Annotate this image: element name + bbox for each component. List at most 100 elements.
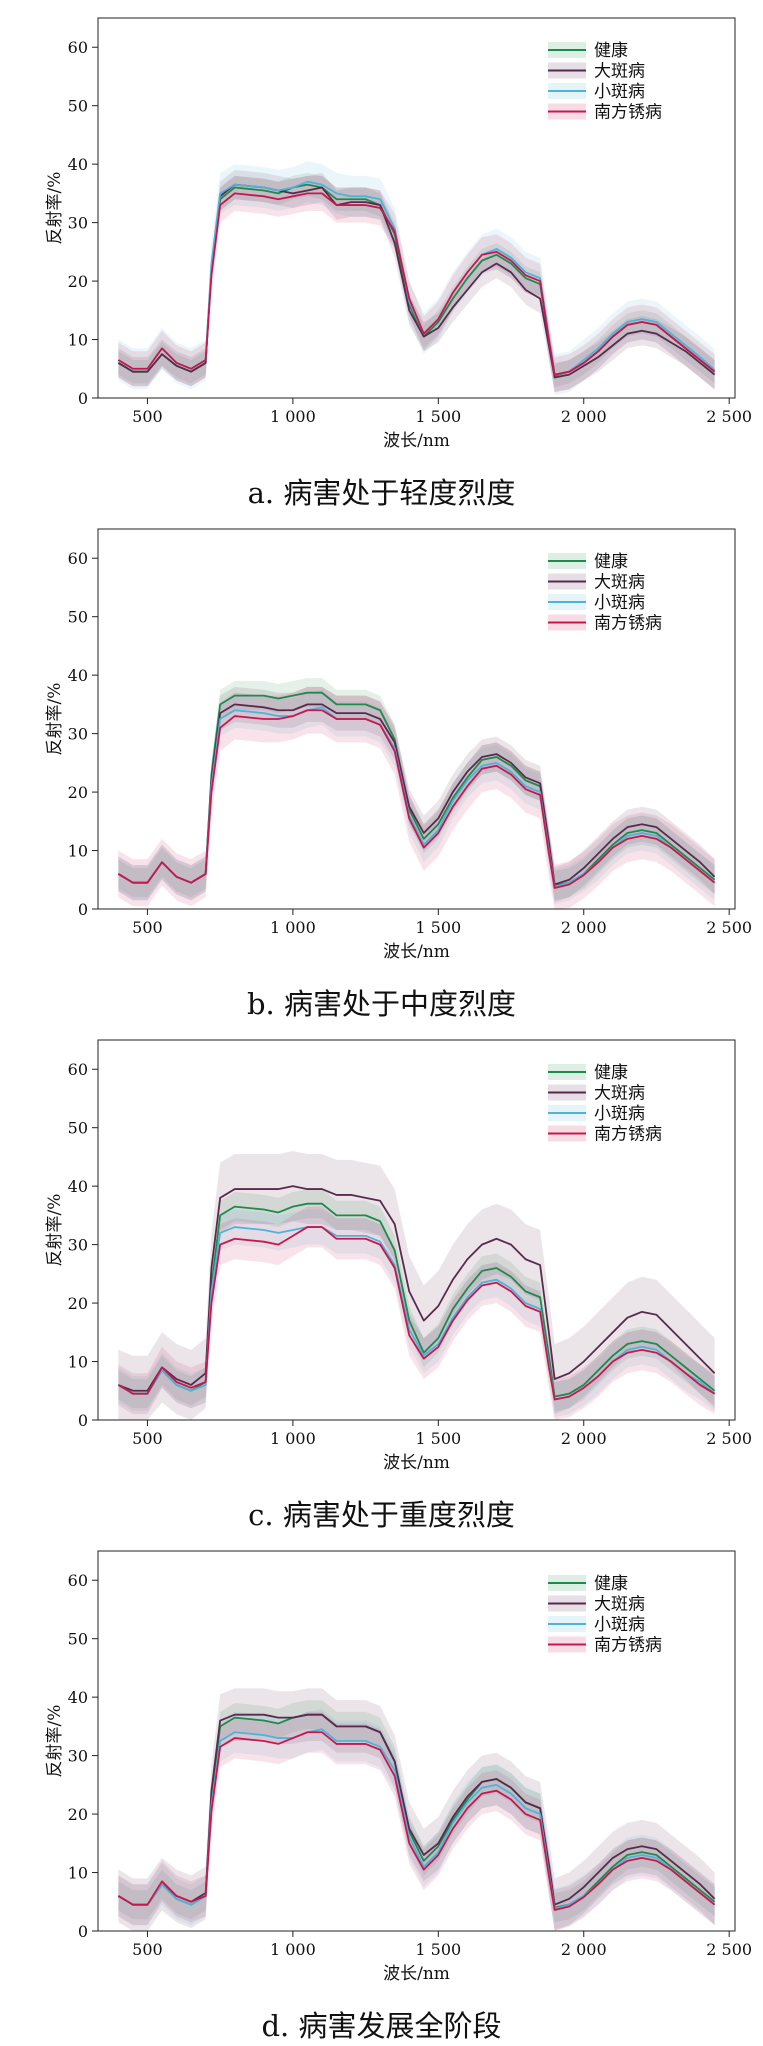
legend-label-healthy: 健康 [594, 1063, 628, 1083]
chart-svg-d: 0 10 20 30 40 50 60 500 1 000 1 500 2 000 2 500 波长/n… [45, 1550, 752, 1984]
x-tick-label: 1 000 [270, 407, 316, 426]
legend-label-large_spot: 大斑病 [594, 1595, 645, 1615]
plot-area-b [117, 678, 716, 909]
y-tick-label: 30 [68, 1747, 88, 1766]
y-tick-label: 50 [68, 1119, 88, 1138]
y-tick-label: 30 [68, 214, 88, 233]
x-tick-label: 500 [132, 1940, 163, 1959]
y-tick-label: 0 [78, 1922, 88, 1941]
y-axis-label: 反射率/% [45, 172, 65, 245]
y-axis-label: 反射率/% [45, 1705, 65, 1778]
band-large_spot [118, 170, 715, 393]
legend-label-small_spot: 小斑病 [594, 593, 645, 613]
chart-panel-c: 0 10 20 30 40 50 60 500 1 000 1 500 2 000 2 500 波长/n… [0, 1022, 763, 1533]
x-tick-label: 1 500 [415, 1940, 461, 1959]
y-tick-label: 30 [68, 1236, 88, 1255]
y-tick-label: 10 [68, 331, 88, 350]
y-axis-label: 反射率/% [45, 1194, 65, 1267]
band-small_spot [118, 689, 715, 905]
x-tick-label: 2 500 [706, 407, 752, 426]
band-large_spot [118, 686, 715, 902]
y-tick-label: 10 [68, 842, 88, 861]
plot-frame-a [97, 17, 736, 399]
y-tick-label: 50 [68, 608, 88, 627]
x-tick-label: 2 000 [561, 407, 607, 426]
x-tick-label: 2 500 [706, 1940, 752, 1959]
y-tick-label: 40 [68, 1177, 88, 1196]
band-small_spot [118, 161, 715, 396]
legend-label-large_spot: 大斑病 [594, 573, 645, 593]
plot-frame-b [97, 528, 736, 910]
band-rust [118, 1206, 715, 1420]
band-large_spot [118, 1688, 715, 1931]
x-tick-label: 2 500 [706, 918, 752, 937]
band-rust [118, 175, 715, 393]
x-tick-label: 2 500 [706, 1429, 752, 1448]
band-small_spot [118, 1209, 715, 1418]
band-small_spot [118, 1708, 715, 1930]
x-tick-label: 500 [132, 407, 163, 426]
y-tick-label: 0 [78, 389, 88, 408]
legend-label-healthy: 健康 [594, 1574, 628, 1594]
x-tick-label: 1 000 [270, 918, 316, 937]
chart-panel-b: 0 10 20 30 40 50 60 500 1 000 1 500 2 000 2 500 波长/n… [0, 511, 763, 1022]
x-tick-label: 500 [132, 1429, 163, 1448]
legend-label-healthy: 健康 [594, 41, 628, 61]
y-tick-label: 60 [68, 1060, 88, 1079]
y-tick-label: 20 [68, 1294, 88, 1313]
plot-area-a [117, 161, 716, 396]
x-tick-label: 2 000 [561, 1940, 607, 1959]
y-tick-label: 50 [68, 1630, 88, 1649]
plot-frame-d [97, 1550, 736, 1932]
y-tick-label: 0 [78, 900, 88, 919]
series-line-large_spot [117, 1713, 716, 1906]
band-rust [118, 1711, 715, 1931]
legend-label-large_spot: 大斑病 [594, 1084, 645, 1104]
y-tick-label: 60 [68, 1571, 88, 1590]
x-axis-label: 波长/nm [383, 431, 450, 451]
plot-area-d [117, 1688, 716, 1931]
plot-frame-c [97, 1039, 736, 1421]
legend-label-large_spot: 大斑病 [594, 62, 645, 82]
chart-svg-b: 0 10 20 30 40 50 60 500 1 000 1 500 2 000 2 500 波长/n… [45, 528, 752, 962]
chart-panel-a: 0 10 20 30 40 50 60 500 1 000 1 500 2 000 2 500 波长/n… [0, 0, 763, 511]
y-tick-label: 20 [68, 783, 88, 802]
caption-b: b. 病害处于中度烈度 [246, 987, 516, 1021]
series-line-rust [117, 1226, 716, 1401]
series-line-rust [117, 709, 716, 889]
y-tick-label: 20 [68, 1805, 88, 1824]
legend-label-small_spot: 小斑病 [594, 1104, 645, 1124]
x-tick-label: 1 000 [270, 1940, 316, 1959]
legend-label-rust: 南方锈病 [594, 103, 662, 123]
y-tick-label: 40 [68, 155, 88, 174]
y-tick-label: 40 [68, 666, 88, 685]
caption-c: c. 病害处于重度烈度 [248, 1498, 515, 1532]
x-tick-label: 2 000 [561, 1429, 607, 1448]
caption-d: d. 病害发展全阶段 [261, 2009, 502, 2043]
x-tick-label: 1 500 [415, 918, 461, 937]
x-tick-label: 2 000 [561, 918, 607, 937]
chart-panel-d: 0 10 20 30 40 50 60 500 1 000 1 500 2 000 2 500 波长/n… [0, 1533, 763, 2044]
y-tick-label: 30 [68, 725, 88, 744]
y-tick-label: 0 [78, 1411, 88, 1430]
series-line-large_spot [118, 1185, 716, 1392]
band-rust [118, 686, 715, 909]
legend-label-small_spot: 小斑病 [594, 82, 645, 102]
legend-label-rust: 南方锈病 [594, 1125, 662, 1145]
x-tick-label: 1 500 [415, 1429, 461, 1448]
band-large_spot [118, 1151, 715, 1420]
chart-svg-c: 0 10 20 30 40 50 60 500 1 000 1 500 2 000 2 500 波长/n… [45, 1039, 752, 1473]
legend-label-healthy: 健康 [594, 552, 628, 572]
y-tick-label: 40 [68, 1688, 88, 1707]
x-tick-label: 500 [132, 918, 163, 937]
y-tick-label: 10 [68, 1353, 88, 1372]
y-tick-label: 10 [68, 1864, 88, 1883]
legend-label-small_spot: 小斑病 [594, 1615, 645, 1635]
x-tick-label: 1 500 [415, 407, 461, 426]
band-healthy [118, 1189, 715, 1412]
series-line-rust [117, 192, 716, 376]
x-axis-label: 波长/nm [383, 1453, 450, 1473]
x-axis-label: 波长/nm [383, 1964, 450, 1984]
chart-svg-a: 0 10 20 30 40 50 60 500 1 000 1 500 2 000 2 500 波长/n… [45, 17, 752, 451]
